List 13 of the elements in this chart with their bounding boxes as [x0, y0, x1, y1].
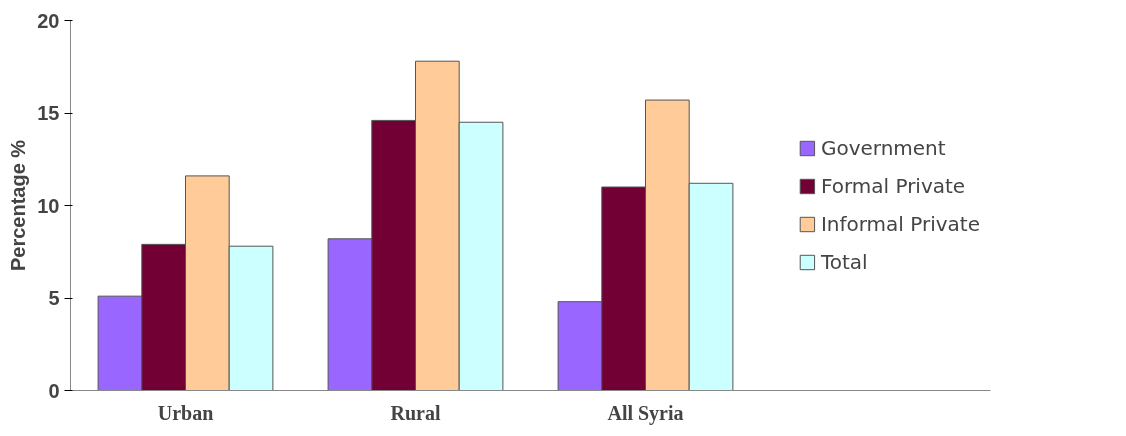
x-tick-label: Urban: [157, 401, 214, 424]
y-tick-label: 0: [48, 379, 60, 402]
legend-label: Government: [820, 136, 946, 160]
legend-label: Informal Private: [820, 212, 980, 236]
y-tick-label: 5: [48, 287, 60, 309]
y-tick-label: 15: [37, 102, 60, 124]
legend-label: Formal Private: [820, 174, 966, 198]
y-tick-label: 10: [37, 194, 60, 217]
x-tick-label: Rural: [390, 401, 441, 424]
y-axis-title: Percentage %: [7, 139, 30, 272]
legend-label: Total: [820, 250, 868, 274]
y-tick-label: 20: [37, 9, 60, 32]
x-tick-label: All Syria: [607, 401, 684, 425]
